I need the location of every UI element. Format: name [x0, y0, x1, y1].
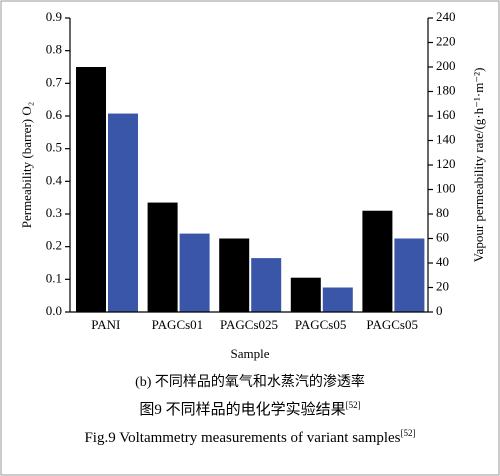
caption-text: 图9 不同样品的电化学实验结果 [139, 401, 345, 418]
y-tick-label: 0.0 [46, 303, 62, 318]
y2-tick-label: 20 [436, 278, 449, 293]
y2-tick-label: 240 [436, 9, 456, 24]
bar [290, 277, 321, 312]
y2-tick-label: 0 [436, 303, 443, 318]
bar [322, 287, 353, 312]
y-tick-label: 0.8 [46, 42, 62, 57]
bar [394, 238, 425, 312]
y-tick-label: 0.2 [46, 238, 62, 253]
y-tick-label: 0.1 [46, 270, 62, 285]
x-tick-label: PAGCs05 [366, 317, 418, 332]
bar [147, 202, 178, 312]
bar [219, 238, 250, 312]
y2-tick-label: 40 [436, 254, 449, 269]
y-tick-label: 0.3 [46, 205, 62, 220]
y-tick-label: 0.4 [46, 172, 63, 187]
y-axis-label: Permeability (barrer) O₂ [19, 102, 34, 229]
subcaption: (b) 不同样品的氧气和水蒸汽的渗透率 [135, 373, 365, 390]
caption-ref: [52] [401, 428, 416, 438]
caption-cn: 图9 不同样品的电化学实验结果[52] [139, 400, 360, 418]
caption-ref: [52] [346, 400, 361, 410]
y2-tick-label: 220 [436, 33, 456, 48]
y-tick-label: 0.5 [46, 140, 62, 155]
y-tick-label: 0.9 [46, 9, 62, 24]
y2-tick-label: 200 [436, 58, 456, 73]
x-tick-label: PAGCs025 [220, 317, 278, 332]
bar [362, 210, 393, 312]
y-tick-label: 0.7 [46, 74, 63, 89]
y2-tick-label: 120 [436, 156, 456, 171]
caption-en: Fig.9 Voltammetry measurements of varian… [84, 428, 415, 446]
bar [179, 233, 210, 312]
bar [251, 258, 282, 312]
y-tick-label: 0.6 [46, 107, 63, 122]
bar [108, 113, 138, 312]
y2-tick-label: 80 [436, 205, 449, 220]
y2-axis-label: Vapour permeability rate/(g·h⁻¹·m⁻²) [471, 68, 486, 263]
bar [76, 67, 106, 312]
x-tick-label: PAGCs05 [295, 317, 347, 332]
y2-tick-label: 160 [436, 107, 456, 122]
x-axis-label: Sample [231, 346, 270, 361]
y2-tick-label: 140 [436, 131, 456, 146]
caption-text: Fig.9 Voltammetry measurements of varian… [84, 430, 400, 446]
x-tick-label: PANI [91, 317, 120, 332]
y2-tick-label: 180 [436, 82, 456, 97]
y2-tick-label: 100 [436, 180, 456, 195]
x-tick-label: PAGCs01 [152, 317, 204, 332]
y2-tick-label: 60 [436, 229, 449, 244]
